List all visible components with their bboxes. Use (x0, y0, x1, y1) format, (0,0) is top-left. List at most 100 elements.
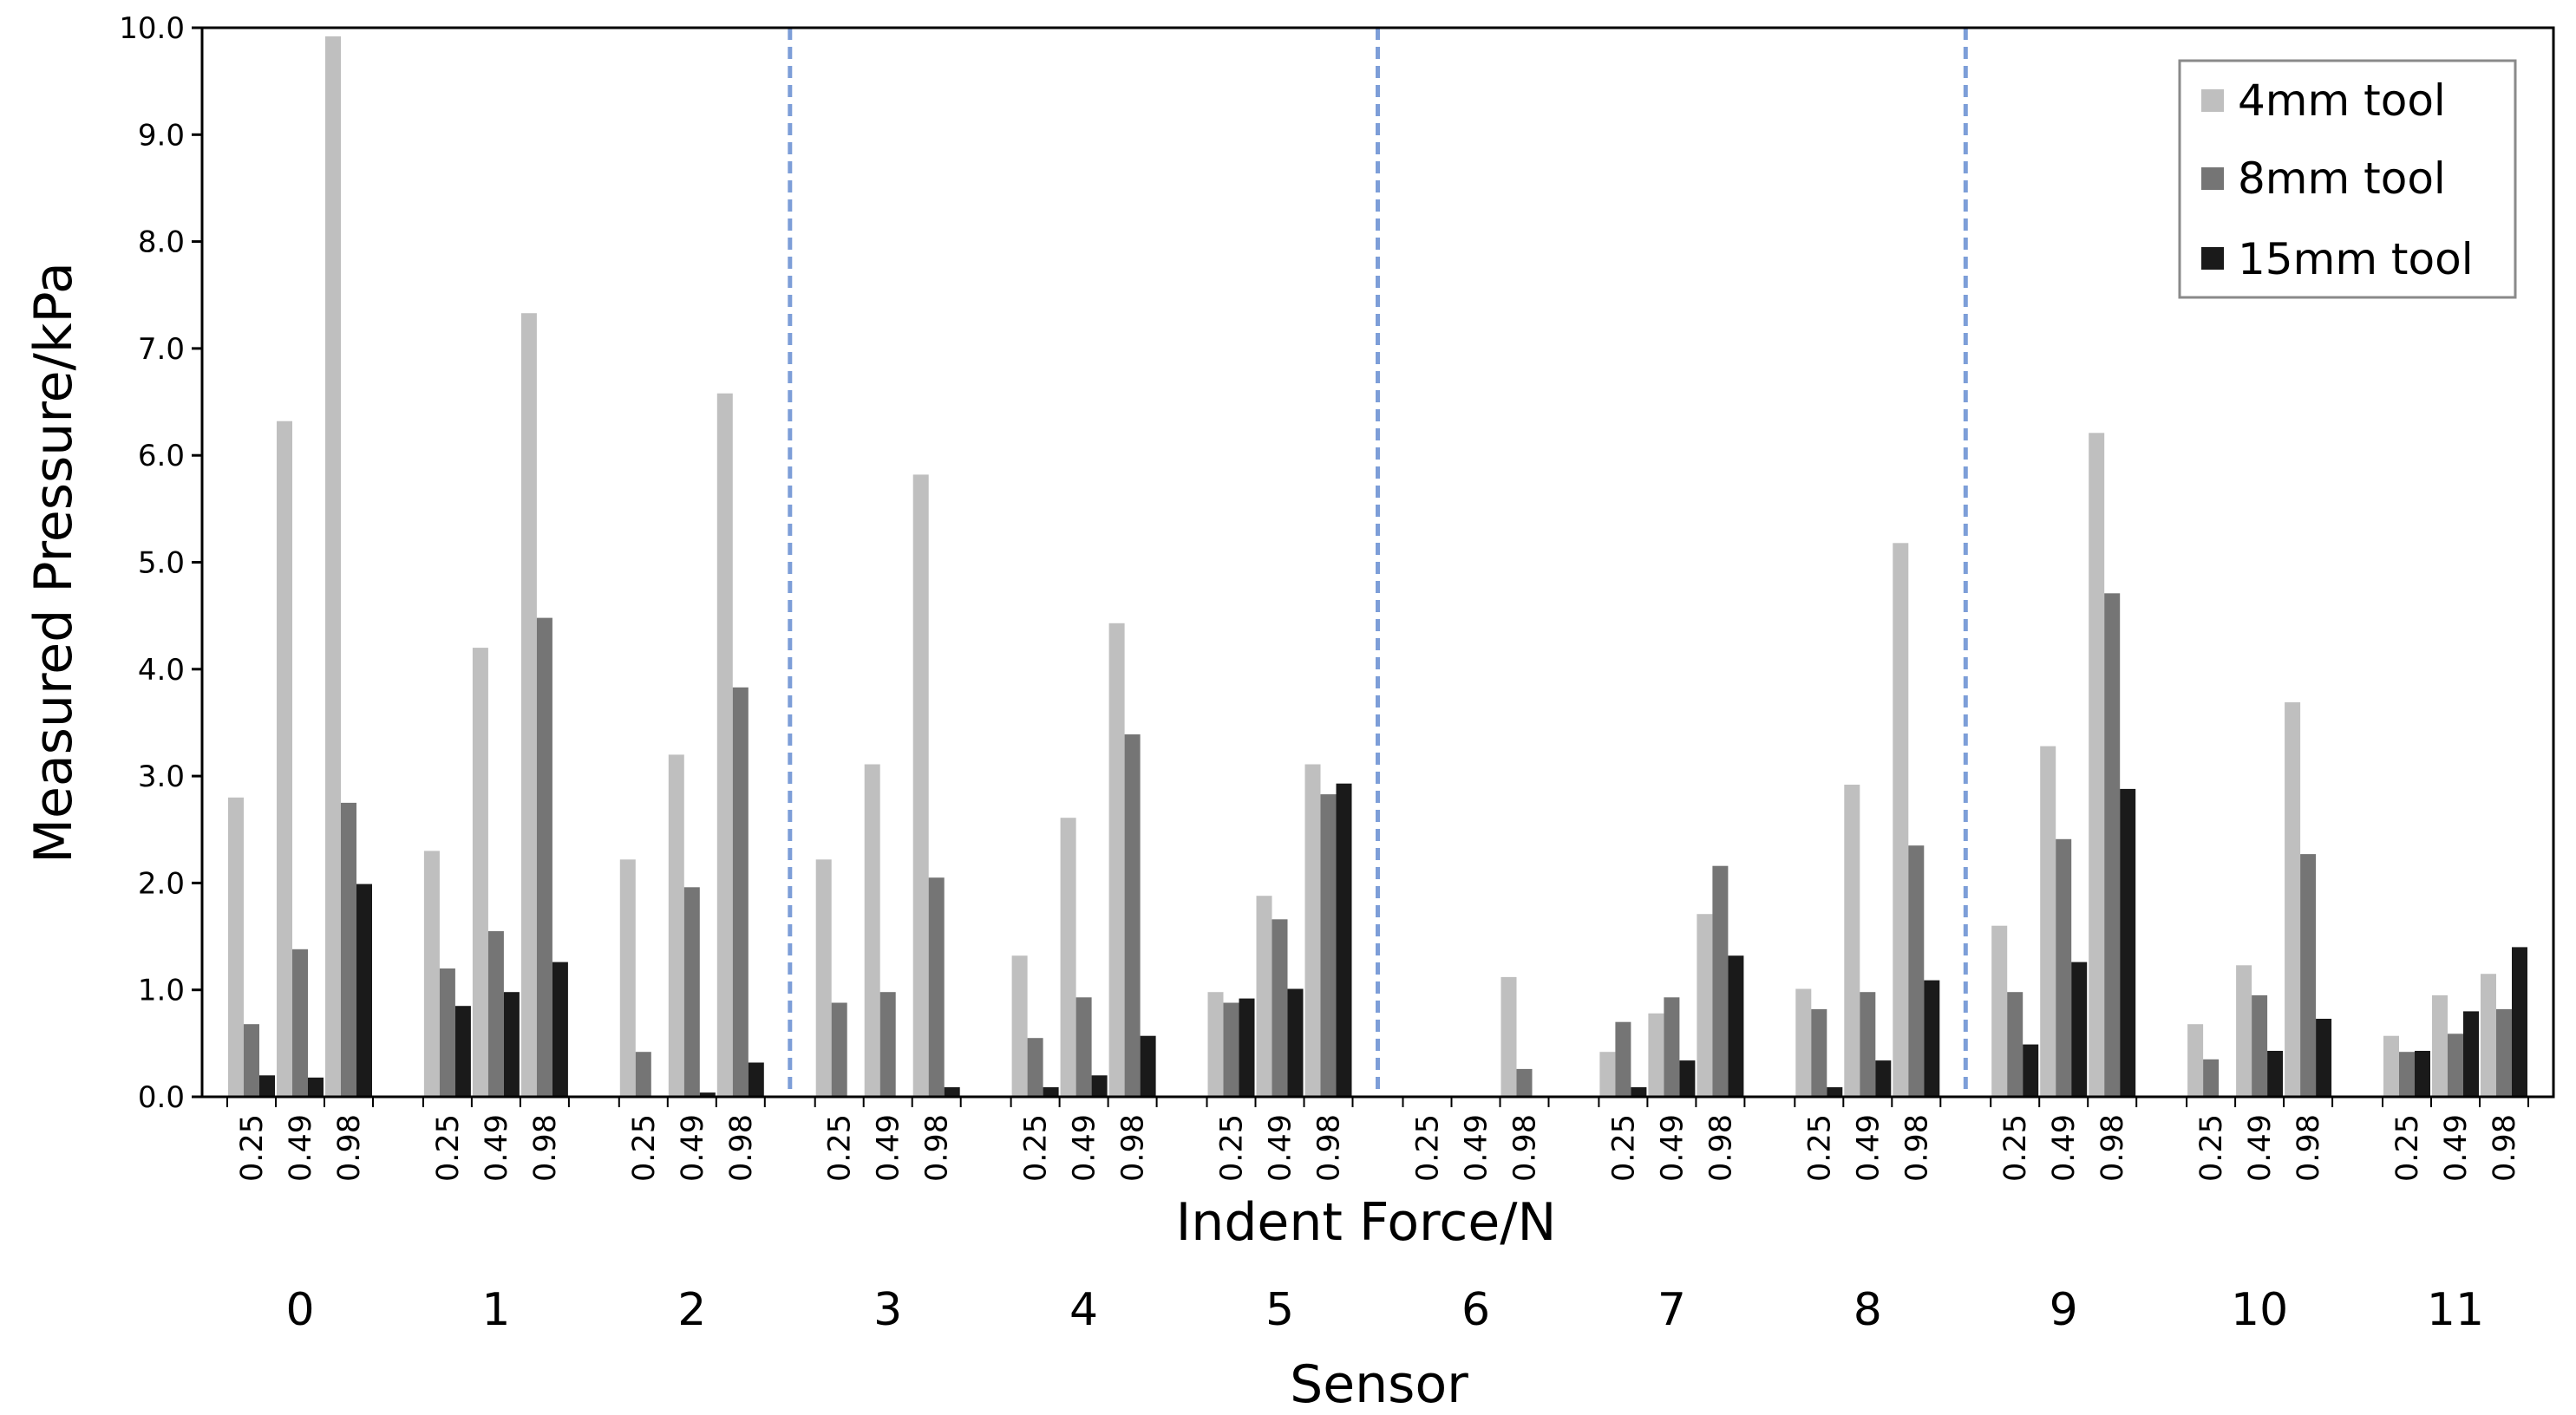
bar-sensor-4-force-0.98-series-3 (1140, 1035, 1156, 1097)
bar-sensor-11-force-0.98-series-3 (2512, 947, 2527, 1097)
bar-sensor-5-force-0.25-series-1 (1207, 992, 1224, 1097)
sensor-label: 4 (1069, 1284, 1098, 1336)
bar-sensor-0-force-0.98-series-3 (356, 884, 372, 1097)
legend: 4mm tool 8mm tool 15mm tool (2178, 59, 2517, 299)
sensor-label: 10 (2231, 1284, 2288, 1336)
y-tick-label: 1.0 (138, 974, 185, 1008)
x-tick-label: 0.98 (724, 1114, 759, 1182)
bar-sensor-1-force-0.98-series-2 (536, 617, 552, 1097)
x-axis-title: Indent Force/N (1176, 1192, 1557, 1253)
sensor-label: 3 (873, 1284, 902, 1336)
x-tick-label: 0.98 (1703, 1114, 1738, 1182)
bar-sensor-1-force-0.25-series-2 (439, 968, 455, 1097)
sensor-label: 1 (481, 1284, 510, 1336)
bar-sensor-4-force-0.49-series-2 (1076, 997, 1092, 1097)
sensor-label: 0 (285, 1284, 314, 1336)
x-tick-label: 0.98 (1508, 1114, 1543, 1182)
bar-sensor-10-force-0.98-series-3 (2316, 1019, 2332, 1097)
bar-sensor-0-force-0.98-series-2 (341, 802, 356, 1097)
sensor-label: 2 (677, 1284, 706, 1336)
bar-sensor-2-force-0.49-series-2 (683, 887, 700, 1097)
bar-sensor-8-force-0.49-series-3 (1875, 1060, 1892, 1097)
bar-sensor-5-force-0.98-series-3 (1336, 783, 1352, 1097)
bar-sensor-0-force-0.49-series-1 (277, 421, 292, 1097)
x-tick-label: 0.49 (2047, 1114, 2082, 1182)
x-tick-label: 0.25 (1606, 1114, 1641, 1182)
bar-sensor-2-force-0.49-series-1 (668, 754, 684, 1097)
x-tick-label: 0.25 (2390, 1114, 2425, 1182)
bar-sensor-4-force-0.25-series-2 (1027, 1038, 1043, 1097)
bar-sensor-11-force-0.98-series-2 (2496, 1008, 2512, 1097)
x-tick-label: 0.98 (2292, 1114, 2326, 1182)
bar-sensor-1-force-0.98-series-3 (552, 962, 568, 1097)
sensor-label: 11 (2427, 1284, 2484, 1336)
x-tick-label: 0.49 (284, 1114, 318, 1182)
bar-sensor-1-force-0.49-series-2 (487, 930, 504, 1097)
bar-sensor-5-force-0.49-series-3 (1287, 988, 1304, 1097)
bar-sensor-2-force-0.25-series-1 (619, 859, 636, 1097)
bar-sensor-7-force-0.25-series-2 (1615, 1021, 1631, 1097)
sensor-label: 5 (1265, 1284, 1294, 1336)
x-tick-label: 0.25 (1215, 1114, 1250, 1182)
bar-sensor-2-force-0.25-series-2 (635, 1052, 651, 1097)
bar-sensor-4-force-0.98-series-1 (1108, 623, 1125, 1097)
bar-sensor-7-force-0.98-series-3 (1728, 955, 1744, 1097)
bars-layer (228, 36, 2527, 1097)
bar-sensor-8-force-0.25-series-1 (1795, 988, 1812, 1097)
x-tick-label: 0.25 (1411, 1114, 1446, 1182)
x-tick-label: 0.49 (1851, 1114, 1886, 1182)
bar-sensor-11-force-0.49-series-2 (2448, 1034, 2463, 1097)
legend-swatch-8mm (2201, 167, 2224, 190)
bar-sensor-9-force-0.25-series-1 (1991, 925, 2008, 1097)
bar-sensor-10-force-0.25-series-2 (2203, 1059, 2220, 1097)
y-axis-title: Measured Pressure/kPa (23, 262, 84, 864)
x-tick-label: 0.49 (676, 1114, 710, 1182)
bar-sensor-5-force-0.25-series-3 (1239, 998, 1255, 1097)
y-tick-label: 8.0 (138, 225, 185, 260)
bar-sensor-10-force-0.98-series-2 (2300, 854, 2317, 1097)
x-tick-label: 0.98 (528, 1114, 563, 1182)
bar-sensor-4-force-0.49-series-3 (1091, 1075, 1108, 1097)
bar-sensor-2-force-0.98-series-1 (716, 393, 733, 1097)
bar-sensor-0-force-0.25-series-1 (228, 797, 244, 1097)
x-tick-label: 0.25 (2194, 1114, 2229, 1182)
y-tick-label: 7.0 (138, 332, 185, 367)
bar-sensor-3-force-0.98-series-1 (912, 474, 929, 1097)
x-tick-label: 0.98 (1899, 1114, 1934, 1182)
x-tick-label: 0.98 (332, 1114, 367, 1182)
bar-sensor-0-force-0.98-series-1 (325, 36, 341, 1097)
y-tick-label: 5.0 (138, 546, 185, 581)
sensor-axis-title: Sensor (1290, 1354, 1468, 1415)
y-axis: 0.0 1.0 2.0 3.0 4.0 5.0 6.0 7.0 8.0 9.0 10.0 (119, 11, 202, 1115)
bar-sensor-0-force-0.25-series-2 (244, 1024, 259, 1097)
bar-sensor-5-force-0.49-series-1 (1256, 896, 1272, 1097)
bar-sensor-9-force-0.98-series-3 (2120, 788, 2136, 1097)
x-tick-label: 0.49 (1655, 1114, 1690, 1182)
legend-swatch-15mm (2201, 247, 2224, 270)
bar-sensor-6-force-0.98-series-1 (1500, 976, 1517, 1097)
y-tick-label: 10.0 (119, 11, 185, 46)
bar-sensor-11-force-0.25-series-1 (2383, 1035, 2399, 1097)
sensor-label: 7 (1657, 1284, 1686, 1336)
legend-label-4mm: 4mm tool (2238, 75, 2446, 126)
x-tick-label: 0.25 (823, 1114, 858, 1182)
bar-sensor-10-force-0.25-series-1 (2187, 1024, 2204, 1097)
bar-sensor-3-force-0.49-series-2 (879, 992, 896, 1097)
x-tick-label: 0.98 (1116, 1114, 1151, 1182)
bar-sensor-9-force-0.25-series-2 (2007, 992, 2024, 1097)
bar-sensor-11-force-0.49-series-1 (2432, 994, 2448, 1097)
bar-sensor-4-force-0.25-series-3 (1043, 1086, 1059, 1097)
x-tick-label: 0.49 (1460, 1114, 1494, 1182)
x-tick-label: 0.98 (1312, 1114, 1347, 1182)
bar-sensor-7-force-0.49-series-1 (1648, 1013, 1664, 1097)
x-axis-force-ticks: 0.25 0.49 0.98 0.25 0.49 0.98 0.25 0.49 0.98 0.25… (226, 1097, 2529, 1182)
bar-sensor-8-force-0.25-series-2 (1811, 1008, 1827, 1097)
bar-sensor-0-force-0.49-series-2 (292, 949, 308, 1097)
y-tick-label: 3.0 (138, 760, 185, 794)
bar-sensor-11-force-0.98-series-1 (2481, 974, 2496, 1097)
bar-sensor-7-force-0.49-series-3 (1679, 1060, 1696, 1097)
bar-sensor-9-force-0.49-series-3 (2071, 962, 2088, 1097)
y-tick-label: 6.0 (138, 439, 185, 473)
bar-sensor-8-force-0.49-series-2 (1860, 992, 1876, 1097)
legend-label-15mm: 15mm tool (2238, 234, 2474, 284)
